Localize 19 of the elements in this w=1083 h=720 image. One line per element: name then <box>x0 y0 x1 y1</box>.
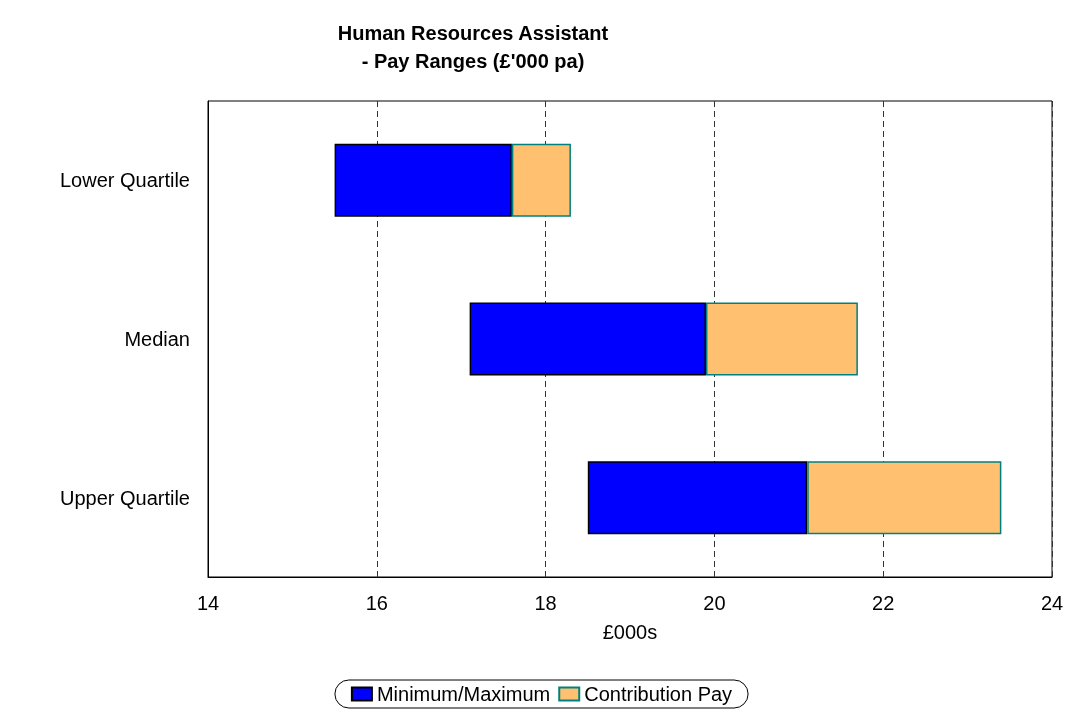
x-tick-label: 16 <box>365 592 388 614</box>
x-tick-label: 20 <box>703 592 726 614</box>
bar <box>334 143 512 217</box>
x-tick-label: 22 <box>872 592 895 614</box>
bar <box>705 302 858 376</box>
x-axis-title: £000s <box>602 621 658 643</box>
y-tick-label: Upper Quartile <box>59 486 190 509</box>
bar <box>469 302 706 376</box>
legend-label: Minimum/Maximum <box>376 683 551 705</box>
x-tick-label: 14 <box>196 592 220 614</box>
bar <box>807 461 1002 535</box>
bar <box>587 461 808 535</box>
bar <box>511 143 571 217</box>
x-tick-label: 24 <box>1040 592 1064 614</box>
legend-label: Contribution Pay <box>584 683 733 705</box>
y-tick-label: Median <box>124 328 190 350</box>
chart-title: Human Resources Assistant - Pay Ranges (£'000 pa) <box>337 22 609 72</box>
x-tick-label: 18 <box>534 592 557 614</box>
y-tick-label: Lower Quartile <box>59 169 190 192</box>
